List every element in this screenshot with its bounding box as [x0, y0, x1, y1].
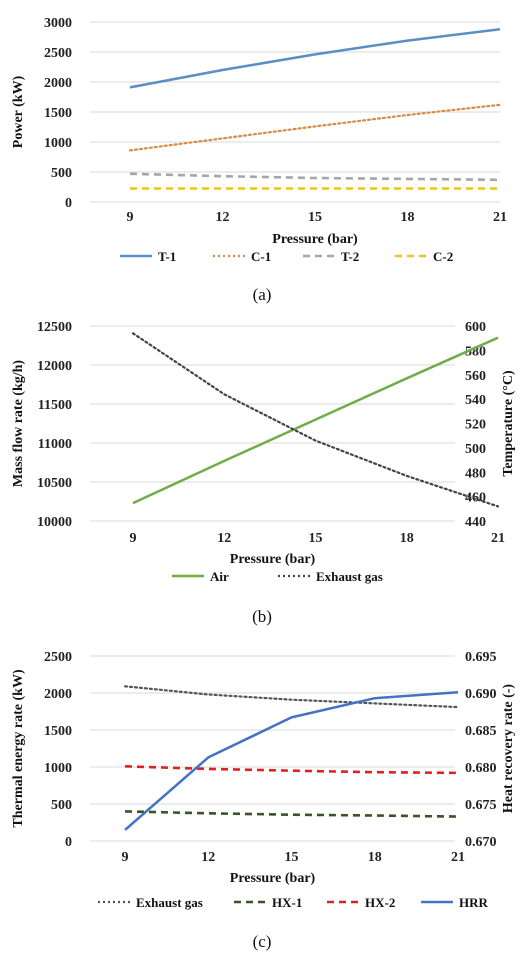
y2-tick-label: 0.695 [465, 650, 497, 665]
y-tick-label: 2000 [44, 687, 72, 702]
y2-tick-label: 480 [465, 466, 486, 481]
y-axis-title: Power (kW) [11, 75, 26, 148]
panel-caption: (b) [252, 607, 272, 626]
legend-label: C-1 [251, 249, 271, 264]
legend-label: Exhaust gas [316, 569, 383, 584]
panel-caption: (a) [253, 285, 272, 304]
y-axis-title: Thermal energy rate (kW) [11, 669, 26, 828]
x-tick-label: 9 [122, 850, 129, 865]
x-tick-label: 9 [127, 210, 134, 225]
y2-tick-label: 500 [465, 442, 486, 457]
x-tick-label: 15 [308, 210, 322, 225]
legend-label: HRR [459, 895, 489, 910]
y-tick-label: 12000 [37, 359, 72, 374]
y2-tick-label: 0.675 [465, 798, 497, 813]
y-tick-label: 1500 [44, 106, 72, 121]
y-tick-label: 2000 [44, 76, 72, 91]
y-tick-label: 12500 [37, 320, 72, 335]
series-line-t-1 [130, 29, 500, 87]
y-tick-label: 500 [51, 798, 72, 813]
x-axis-title: Pressure (bar) [230, 552, 316, 567]
y2-axis-title: Heat recovery rate (-) [501, 684, 516, 813]
y-tick-label: 1000 [44, 761, 72, 776]
x-tick-label: 15 [309, 531, 323, 546]
y-tick-label: 2500 [44, 46, 72, 61]
x-axis-title: Pressure (bar) [272, 232, 358, 247]
y-tick-label: 2500 [44, 650, 72, 665]
x-tick-label: 18 [400, 531, 414, 546]
y-tick-label: 3000 [44, 16, 72, 31]
y2-tick-label: 0.680 [465, 761, 497, 776]
legend-label: HX-1 [272, 895, 302, 910]
y2-tick-label: 0.670 [465, 835, 497, 850]
x-tick-label: 21 [491, 531, 505, 546]
y-tick-label: 11500 [38, 398, 72, 413]
x-tick-label: 12 [217, 531, 231, 546]
series-line-t-2 [130, 174, 500, 180]
legend-label: Air [210, 569, 229, 584]
x-tick-label: 12 [201, 850, 215, 865]
y-tick-label: 11000 [38, 437, 72, 452]
y-tick-label: 0 [65, 835, 72, 850]
y-axis-title: Mass flow rate (kg/h) [11, 360, 26, 487]
x-tick-label: 9 [130, 531, 137, 546]
x-tick-label: 21 [451, 850, 465, 865]
legend-label: HX-2 [365, 895, 395, 910]
legend-label: T-2 [341, 249, 359, 264]
y2-tick-label: 520 [465, 418, 486, 433]
legend-label: Exhaust gas [136, 895, 203, 910]
x-axis-title: Pressure (bar) [230, 871, 316, 886]
y-tick-label: 10000 [37, 515, 72, 530]
x-tick-label: 21 [493, 210, 507, 225]
y2-tick-label: 600 [465, 320, 486, 335]
x-tick-label: 12 [216, 210, 230, 225]
legend-label: C-2 [433, 249, 453, 264]
panel-caption: (c) [253, 932, 272, 951]
y-tick-label: 500 [51, 166, 72, 181]
legend-label: T-1 [158, 249, 176, 264]
y2-tick-label: 560 [465, 369, 486, 384]
y2-tick-label: 0.690 [465, 687, 497, 702]
x-tick-label: 18 [368, 850, 382, 865]
series-line-hx-1 [125, 811, 458, 816]
y-tick-label: 1000 [44, 136, 72, 151]
y2-tick-label: 540 [465, 393, 486, 408]
y-tick-label: 0 [65, 196, 72, 211]
y2-tick-label: 440 [465, 515, 486, 530]
series-line-air [133, 338, 498, 503]
y2-tick-label: 0.685 [465, 724, 497, 739]
y2-axis-title: Temperature (°C) [501, 370, 516, 477]
x-tick-label: 18 [401, 210, 415, 225]
y-tick-label: 1500 [44, 724, 72, 739]
x-tick-label: 15 [285, 850, 299, 865]
series-line-hrr [125, 692, 458, 830]
y-tick-label: 10500 [37, 476, 72, 491]
